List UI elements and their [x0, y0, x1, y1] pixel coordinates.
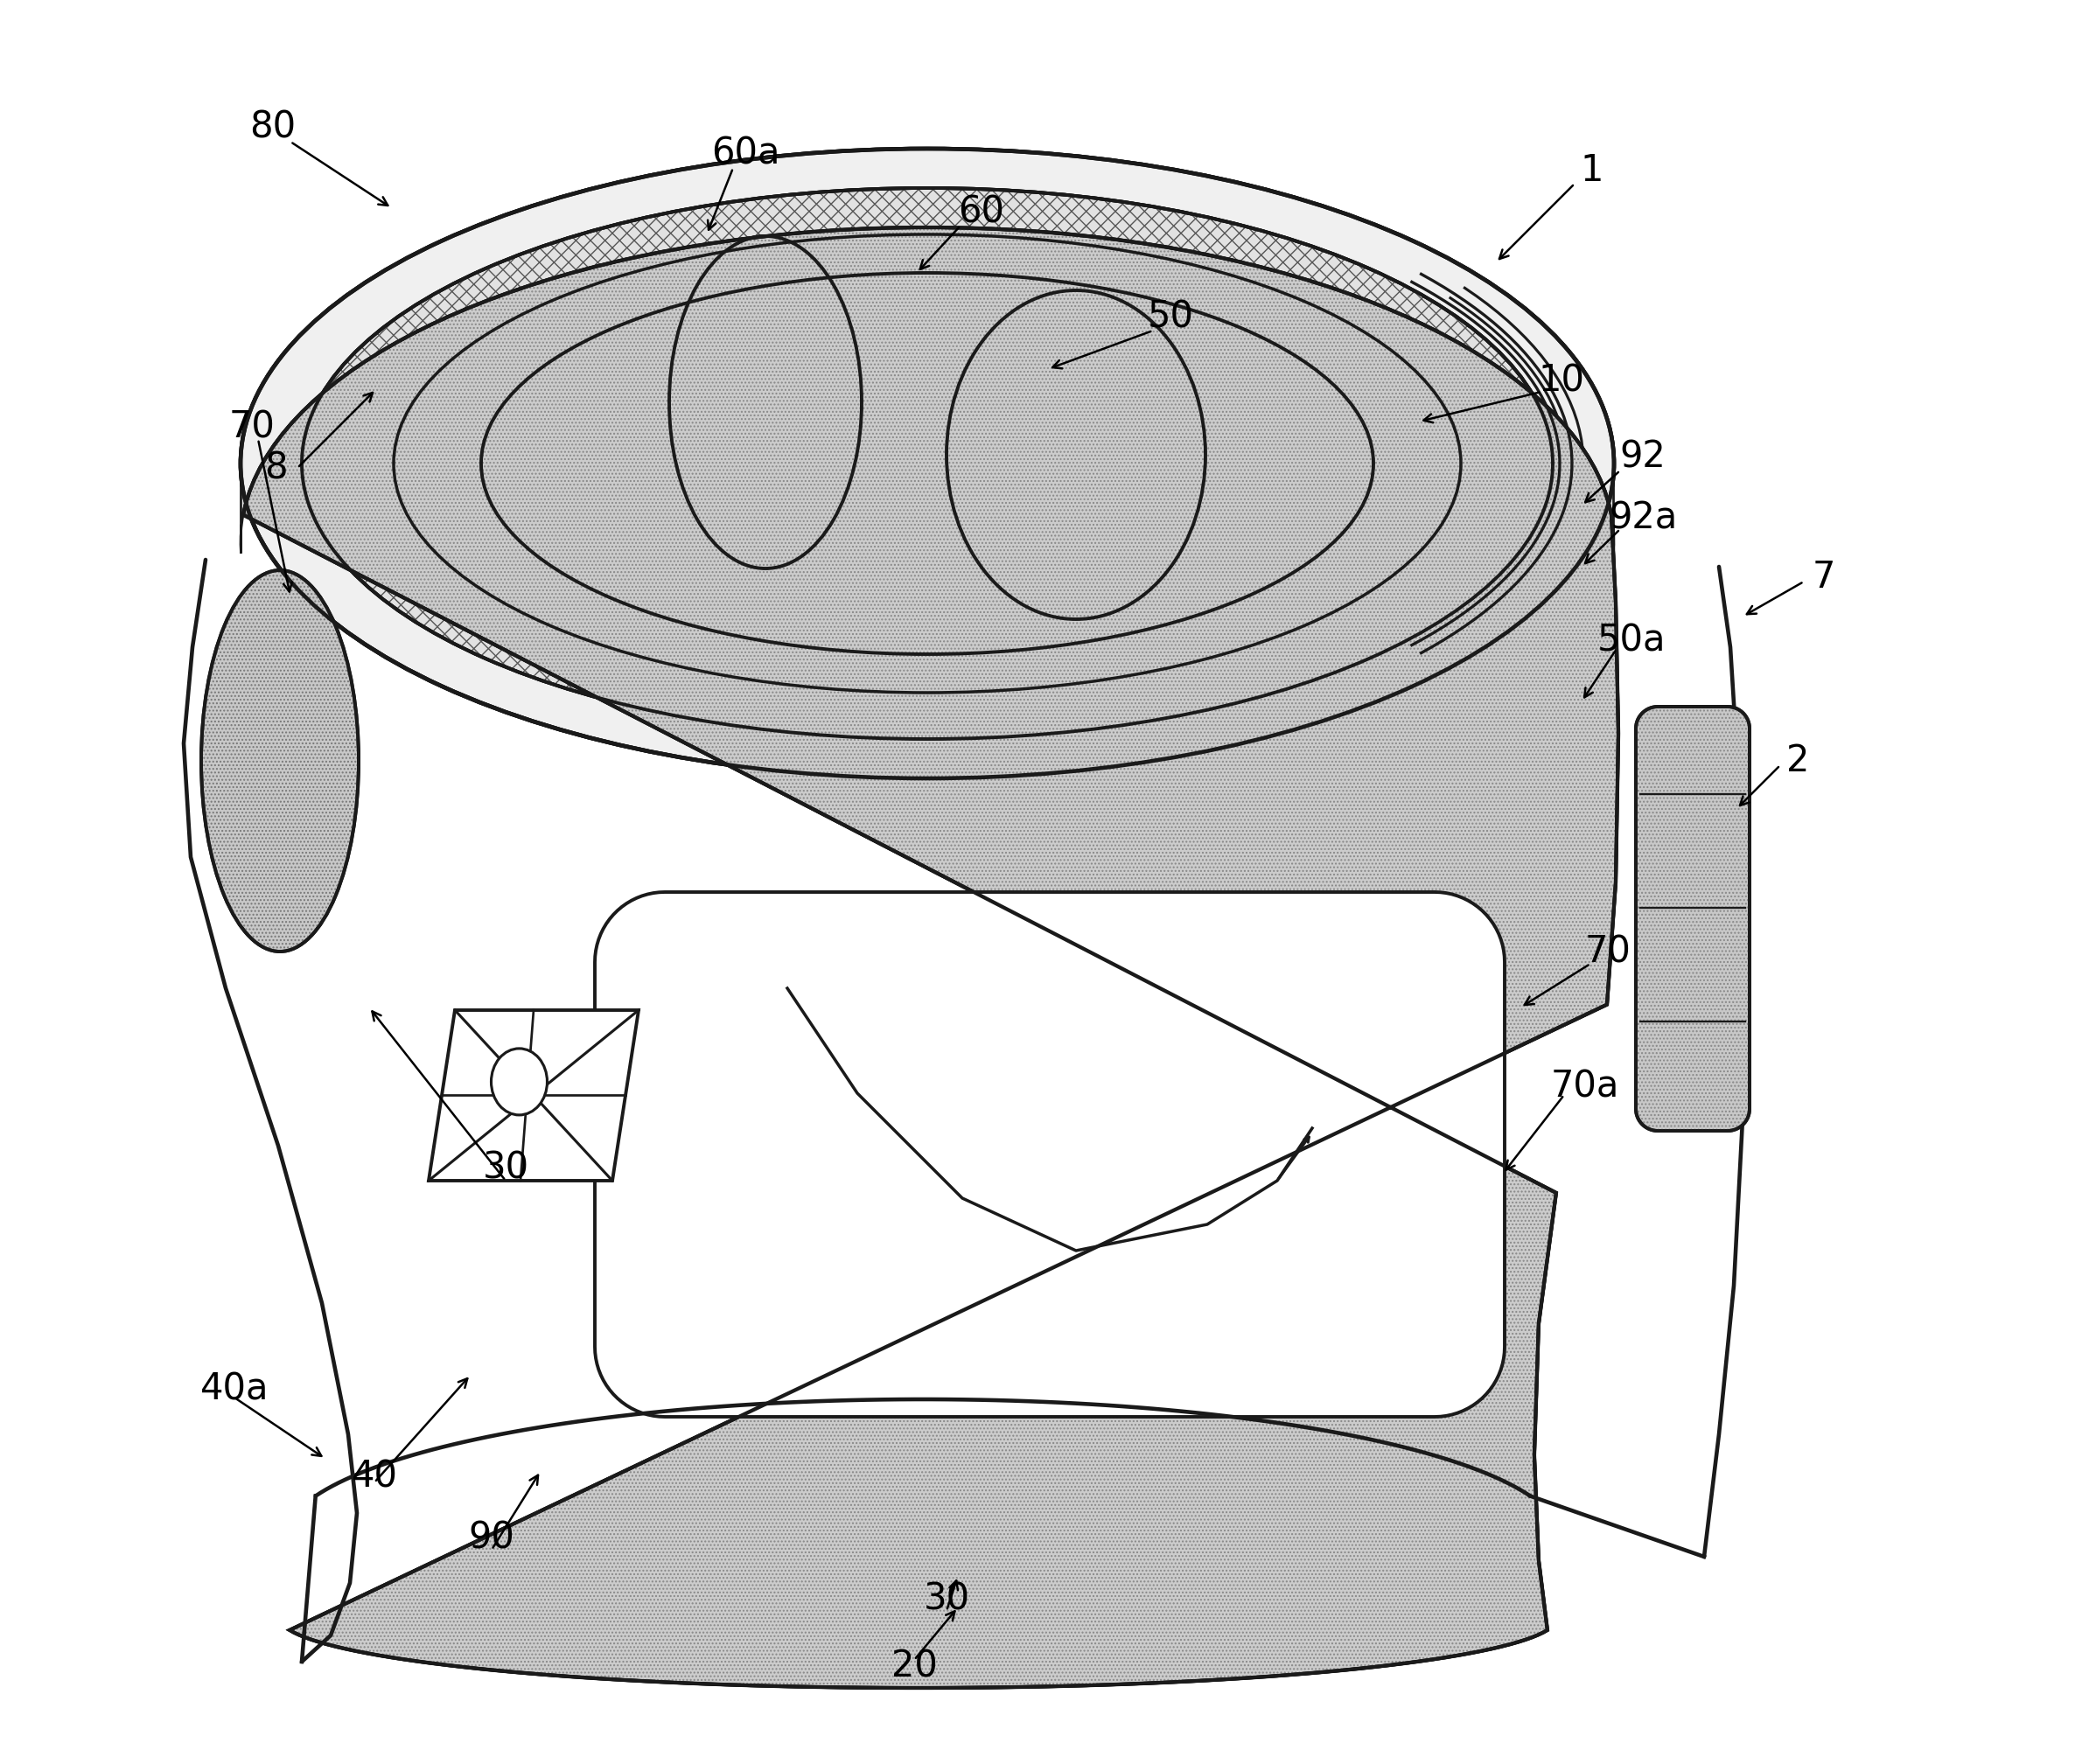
Ellipse shape — [668, 236, 862, 568]
Text: 70: 70 — [1584, 933, 1630, 970]
Text: 60a: 60a — [710, 134, 779, 171]
Text: 2: 2 — [1786, 743, 1809, 780]
Polygon shape — [242, 148, 1614, 554]
Text: 10: 10 — [1539, 362, 1584, 399]
Polygon shape — [244, 228, 1618, 1688]
Text: 70: 70 — [229, 409, 275, 445]
Text: 70a: 70a — [1551, 1067, 1620, 1104]
Text: 20: 20 — [891, 1648, 937, 1685]
Ellipse shape — [202, 570, 358, 951]
Polygon shape — [429, 1011, 639, 1180]
Text: 60: 60 — [958, 194, 1006, 229]
Text: 50: 50 — [1147, 298, 1193, 335]
Text: 1: 1 — [1580, 152, 1603, 189]
Polygon shape — [595, 893, 1505, 1416]
Text: 92a: 92a — [1609, 499, 1678, 536]
Text: 92: 92 — [1620, 437, 1666, 475]
Text: 8: 8 — [264, 450, 287, 487]
Text: 7: 7 — [1813, 559, 1836, 596]
Text: 90: 90 — [468, 1519, 514, 1556]
Text: 80: 80 — [250, 108, 296, 145]
Text: 40: 40 — [352, 1457, 398, 1494]
Polygon shape — [1636, 707, 1749, 1131]
Ellipse shape — [242, 148, 1614, 778]
Text: 40a: 40a — [200, 1371, 269, 1408]
Ellipse shape — [302, 189, 1553, 739]
Ellipse shape — [947, 291, 1205, 619]
Ellipse shape — [491, 1048, 548, 1115]
Text: 30: 30 — [922, 1581, 970, 1618]
Text: 30: 30 — [483, 1148, 529, 1185]
Ellipse shape — [481, 273, 1374, 654]
Text: 50a: 50a — [1597, 623, 1666, 658]
